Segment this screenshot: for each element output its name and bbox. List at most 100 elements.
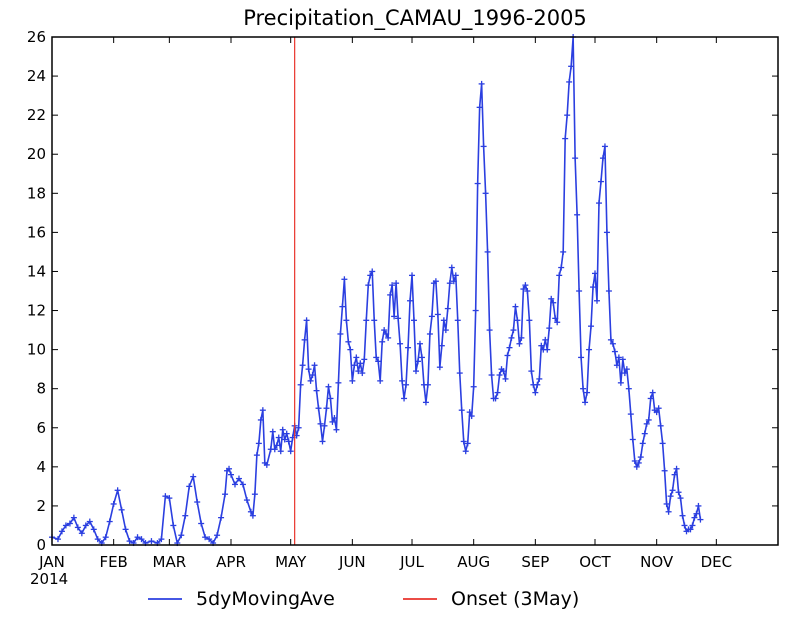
data-point xyxy=(166,495,173,502)
data-point xyxy=(357,360,364,367)
data-point xyxy=(592,270,599,277)
data-point xyxy=(590,284,597,291)
data-point xyxy=(675,489,682,496)
data-point xyxy=(448,264,455,271)
x-tick-label: SEP xyxy=(521,553,549,571)
data-point xyxy=(434,311,441,318)
data-point xyxy=(377,377,384,384)
data-point xyxy=(158,536,165,543)
data-point xyxy=(607,336,614,343)
data-point xyxy=(522,282,529,289)
data-point xyxy=(122,526,129,533)
data-point xyxy=(697,516,704,523)
data-point xyxy=(558,264,565,271)
y-tick-label: 10 xyxy=(27,341,46,359)
data-point xyxy=(446,280,453,287)
data-point xyxy=(633,463,640,470)
y-tick-label: 14 xyxy=(27,262,46,280)
data-point xyxy=(438,342,445,349)
data-point xyxy=(560,248,567,255)
data-point xyxy=(206,536,213,543)
data-point xyxy=(391,313,398,320)
data-point xyxy=(279,426,286,433)
data-point xyxy=(277,448,284,455)
data-point xyxy=(514,317,521,324)
data-point xyxy=(631,457,638,464)
y-tick-label: 26 xyxy=(27,28,46,46)
data-point xyxy=(375,358,382,365)
data-point xyxy=(393,280,400,287)
data-point xyxy=(677,495,684,502)
data-point xyxy=(416,340,423,347)
data-point xyxy=(259,407,266,414)
data-point xyxy=(524,288,531,294)
data-point xyxy=(450,278,457,285)
data-point xyxy=(359,370,366,377)
data-point xyxy=(74,524,81,531)
data-point xyxy=(353,354,360,361)
data-point xyxy=(186,483,193,490)
x-year-label: 2014 xyxy=(30,570,68,588)
data-point xyxy=(488,372,495,379)
chart-title: Precipitation_CAMAU_1996-2005 xyxy=(243,6,587,31)
data-point xyxy=(586,346,593,353)
data-point xyxy=(281,436,288,443)
data-point xyxy=(90,526,97,533)
data-point xyxy=(283,430,290,437)
data-point xyxy=(426,330,433,337)
data-point xyxy=(641,430,648,437)
data-point xyxy=(661,467,668,474)
x-tick-label: MAR xyxy=(153,553,187,571)
plot-frame xyxy=(51,36,779,546)
y-tick-label: 4 xyxy=(36,458,46,476)
data-point xyxy=(659,440,666,447)
data-point xyxy=(619,356,626,363)
data-point xyxy=(275,434,282,441)
data-point xyxy=(480,143,487,150)
data-point xyxy=(679,512,686,519)
data-point xyxy=(257,416,264,423)
data-point xyxy=(228,471,235,478)
data-point xyxy=(693,510,700,517)
data-point xyxy=(460,438,467,445)
data-point xyxy=(532,389,539,396)
data-point xyxy=(403,381,410,388)
data-point xyxy=(355,368,362,375)
data-point xyxy=(134,534,141,541)
data-point xyxy=(303,317,310,324)
data-point xyxy=(466,409,473,416)
data-point xyxy=(361,356,368,363)
x-tick-label: APR xyxy=(216,553,246,571)
data-point xyxy=(669,487,676,494)
data-point xyxy=(665,508,672,515)
data-point xyxy=(542,336,549,343)
data-point xyxy=(383,330,390,337)
x-tick-label: MAY xyxy=(275,553,307,571)
data-point xyxy=(114,487,121,494)
series-line-moving-ave xyxy=(51,36,702,544)
data-point xyxy=(671,471,678,478)
data-point xyxy=(486,327,493,334)
data-point xyxy=(307,377,314,384)
y-tick-label: 8 xyxy=(36,380,46,398)
data-point xyxy=(345,338,352,345)
data-point xyxy=(54,536,61,543)
data-point xyxy=(572,155,579,162)
legend-label-moving-ave: 5dyMovingAve xyxy=(196,588,335,610)
data-point xyxy=(655,405,662,412)
x-tick-label: DEC xyxy=(701,553,733,571)
data-point xyxy=(389,282,396,289)
data-point xyxy=(554,319,561,326)
data-point xyxy=(552,315,559,322)
data-point xyxy=(452,272,459,279)
data-point xyxy=(325,383,332,390)
data-point xyxy=(399,377,406,384)
data-point xyxy=(309,372,316,379)
data-point xyxy=(62,522,69,529)
data-point xyxy=(321,422,328,429)
data-point xyxy=(148,538,155,545)
y-tick-label: 2 xyxy=(36,497,46,515)
data-point xyxy=(194,499,201,506)
x-tick-label: AUG xyxy=(457,553,490,571)
data-point xyxy=(333,426,340,433)
